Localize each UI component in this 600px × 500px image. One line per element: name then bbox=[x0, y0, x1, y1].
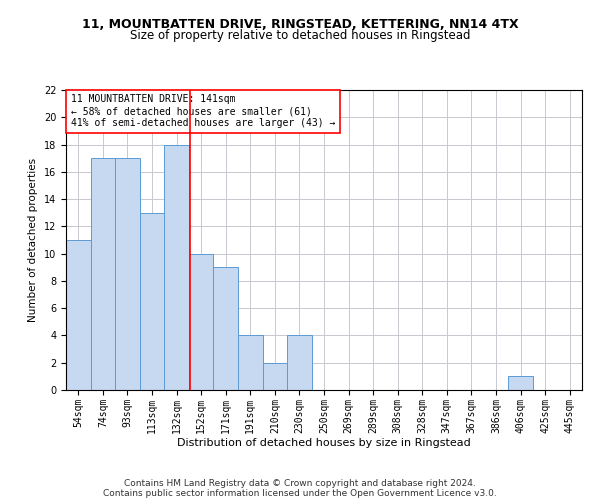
X-axis label: Distribution of detached houses by size in Ringstead: Distribution of detached houses by size … bbox=[177, 438, 471, 448]
Bar bbox=[189, 254, 214, 390]
Bar bbox=[214, 268, 238, 390]
Bar bbox=[238, 336, 263, 390]
Text: Size of property relative to detached houses in Ringstead: Size of property relative to detached ho… bbox=[130, 29, 470, 42]
Bar bbox=[91, 158, 115, 390]
Text: 11 MOUNTBATTEN DRIVE: 141sqm
← 58% of detached houses are smaller (61)
41% of se: 11 MOUNTBATTEN DRIVE: 141sqm ← 58% of de… bbox=[71, 94, 335, 128]
Bar bbox=[66, 240, 91, 390]
Bar bbox=[140, 212, 164, 390]
Bar bbox=[115, 158, 140, 390]
Text: Contains HM Land Registry data © Crown copyright and database right 2024.: Contains HM Land Registry data © Crown c… bbox=[124, 478, 476, 488]
Y-axis label: Number of detached properties: Number of detached properties bbox=[28, 158, 38, 322]
Bar bbox=[263, 362, 287, 390]
Text: Contains public sector information licensed under the Open Government Licence v3: Contains public sector information licen… bbox=[103, 488, 497, 498]
Bar bbox=[287, 336, 312, 390]
Text: 11, MOUNTBATTEN DRIVE, RINGSTEAD, KETTERING, NN14 4TX: 11, MOUNTBATTEN DRIVE, RINGSTEAD, KETTER… bbox=[82, 18, 518, 30]
Bar bbox=[164, 144, 189, 390]
Bar bbox=[508, 376, 533, 390]
